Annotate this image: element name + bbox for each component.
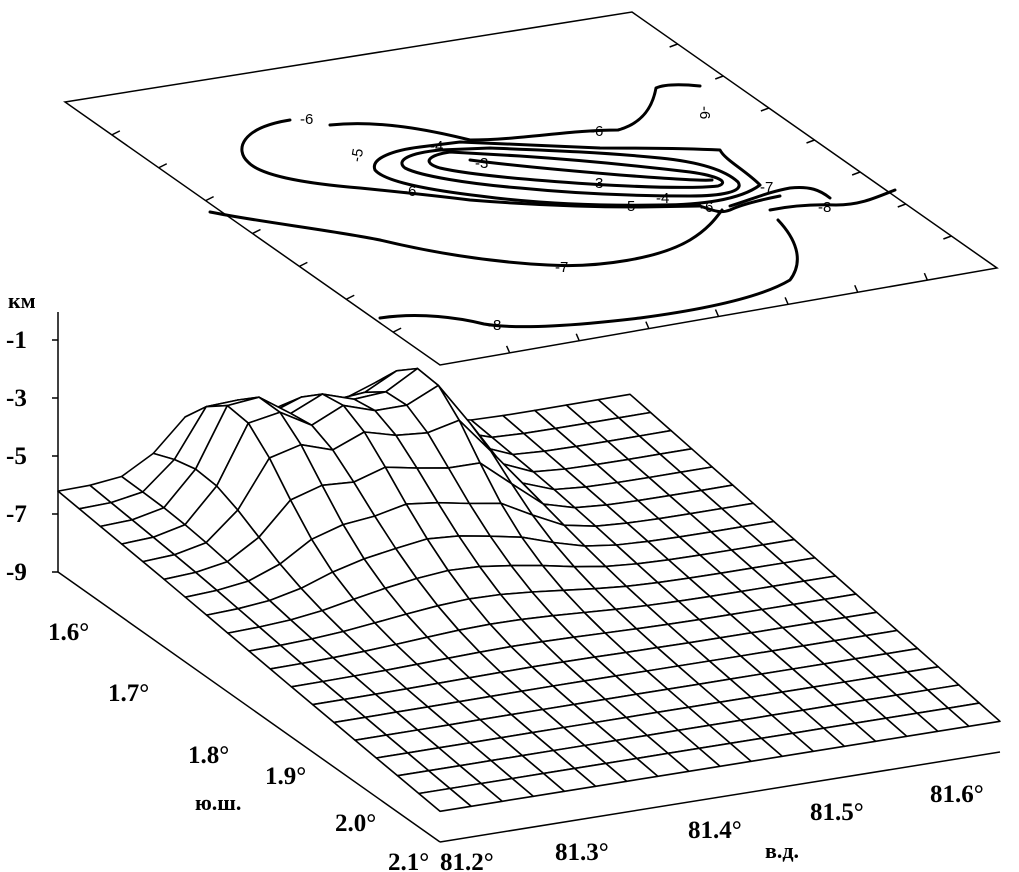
z-tick-label: -7 bbox=[6, 501, 27, 528]
frame-tick bbox=[784, 297, 789, 305]
contour-line-4 bbox=[400, 146, 741, 198]
lon-axis-title: в.д. bbox=[765, 838, 799, 863]
z-tick-label: -3 bbox=[6, 385, 27, 412]
contour-label: -7 bbox=[555, 259, 568, 276]
contour-label: -6 bbox=[590, 123, 603, 140]
z-tick-label: -1 bbox=[6, 327, 27, 354]
lat-tick-label: 1.7° bbox=[108, 680, 149, 707]
contour-label: -7 bbox=[760, 179, 773, 196]
frame-tick bbox=[854, 284, 859, 293]
lat-tick-label: 1.9° bbox=[265, 763, 306, 790]
contour-line-3-inner bbox=[468, 158, 714, 182]
frame-tick bbox=[851, 171, 861, 176]
contour-line-7-east bbox=[728, 186, 832, 208]
contour-line-6-outer bbox=[240, 118, 702, 209]
lat-axis bbox=[57, 571, 441, 843]
contour-line-6-east bbox=[698, 194, 782, 214]
z-axis-ticks bbox=[52, 339, 58, 573]
lat-axis-title: ю.ш. bbox=[195, 790, 241, 815]
contour-label: -4 bbox=[656, 190, 669, 207]
frame-tick bbox=[252, 228, 261, 235]
frame-tick bbox=[392, 327, 402, 333]
frame-tick bbox=[111, 130, 121, 136]
z-tick-label: -5 bbox=[6, 443, 27, 470]
frame-tick bbox=[714, 309, 720, 317]
lat-tick-label: 2.1° bbox=[388, 849, 429, 872]
lat-tick-label: 1.8° bbox=[188, 742, 229, 769]
lon-tick-label: 81.3° bbox=[555, 839, 609, 866]
contour-label: -6 bbox=[403, 183, 416, 200]
surface-mesh bbox=[57, 367, 1001, 813]
lon-tick-label: 81.6° bbox=[930, 781, 984, 808]
contour-line-6-top bbox=[328, 83, 702, 142]
contour-label: -5 bbox=[348, 147, 367, 163]
frame-tick bbox=[714, 75, 724, 80]
frame-tick bbox=[505, 345, 511, 354]
lon-tick-label: 81.4° bbox=[688, 817, 742, 844]
contour-label: -4 bbox=[430, 138, 443, 155]
contour-line-5 bbox=[372, 140, 762, 207]
frame-tick bbox=[345, 294, 355, 300]
frame-tick bbox=[645, 321, 650, 329]
frame-tick bbox=[897, 203, 907, 208]
contour-line-7 bbox=[208, 208, 724, 267]
frame-tick bbox=[923, 272, 929, 281]
frame-tick bbox=[299, 261, 308, 268]
frame-tick bbox=[205, 195, 214, 202]
contour-line-3 bbox=[427, 150, 725, 189]
contour-label: -5 bbox=[622, 198, 635, 215]
z-axis-title: км bbox=[8, 288, 36, 313]
contour-label: -8 bbox=[488, 317, 501, 334]
contour-label: -8 bbox=[818, 199, 831, 216]
contour-map-frame bbox=[63, 11, 999, 366]
contour-line-8-east bbox=[768, 188, 897, 212]
contour-label: -6 bbox=[700, 199, 713, 216]
lon-tick-label: 81.2° bbox=[440, 849, 494, 872]
lat-tick-label: 1.6° bbox=[48, 619, 89, 646]
contour-map: -6 -5 -4 -3 -6 -3 -5 -4 -6 -7 -8 -6 -7 -… bbox=[63, 11, 999, 366]
contour-label: -6 bbox=[300, 111, 313, 128]
frame-tick bbox=[943, 235, 952, 240]
contour-label: -3 bbox=[590, 175, 603, 192]
lon-tick-label: 81.5° bbox=[810, 799, 864, 826]
frame-tick bbox=[760, 107, 770, 112]
lon-axis bbox=[439, 751, 1001, 843]
lat-tick-label: 2.0° bbox=[335, 810, 376, 837]
contour-line-8 bbox=[378, 218, 799, 329]
contour-label: -6 bbox=[696, 106, 713, 119]
frame-tick bbox=[158, 163, 168, 169]
frame-tick bbox=[575, 333, 580, 342]
surface-cell bbox=[417, 787, 472, 813]
surface-plot: км -1 -3 -5 -7 -9 1.6° 1.7° 1.8° 1.9° 2.… bbox=[6, 288, 1001, 872]
contour-map-frame-ticks bbox=[111, 43, 952, 354]
contour-label: -3 bbox=[475, 155, 488, 172]
z-tick-label: -9 bbox=[6, 559, 27, 586]
frame-tick bbox=[806, 139, 815, 144]
frame-tick bbox=[669, 43, 678, 48]
